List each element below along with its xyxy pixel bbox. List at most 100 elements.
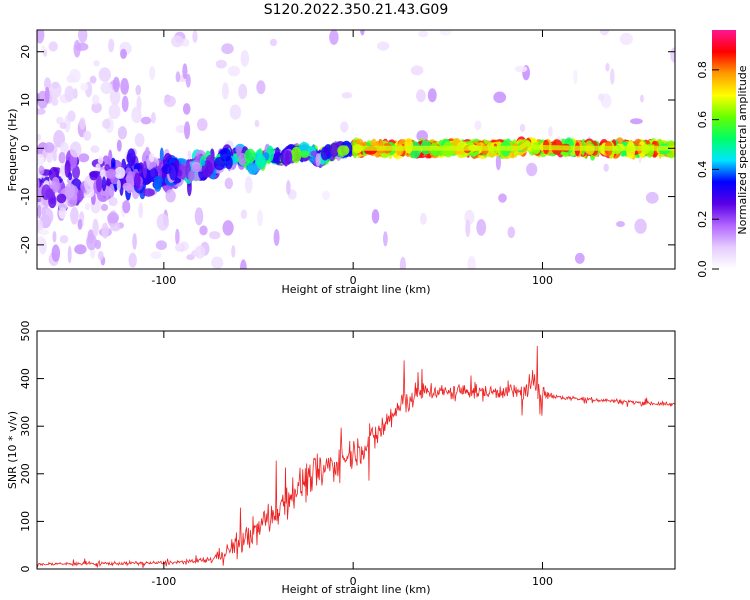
heatmap-cell	[142, 161, 148, 179]
spectrogram-ylabel: Frequency (Hz)	[6, 109, 19, 192]
heatmap-cell	[299, 150, 310, 158]
heatmap-cell	[209, 231, 221, 240]
heatmap-cell	[194, 207, 204, 226]
x-tick-label: 100	[532, 274, 553, 287]
x-tick-label: -100	[151, 575, 176, 588]
heatmap-cell	[465, 219, 471, 238]
heatmap-cell	[132, 233, 137, 250]
colorbar-tick-label: 0.6	[696, 111, 709, 129]
heatmap-cell	[37, 30, 45, 44]
heatmap-cell	[70, 206, 79, 225]
heatmap-cell	[377, 41, 390, 51]
heatmap-cell	[526, 162, 538, 177]
heatmap-cell	[159, 147, 164, 163]
heatmap-cell	[194, 245, 206, 259]
heatmap-cell	[51, 244, 61, 262]
heatmap-cell	[244, 148, 256, 164]
heatmap-cell	[670, 47, 675, 63]
colorbar-gradient	[712, 30, 736, 269]
spectrogram-xlabel: Height of straight line (km)	[281, 283, 430, 296]
heatmap-cell	[315, 153, 321, 167]
heatmap-cell	[108, 38, 115, 53]
colorbar-tick-label: 0.8	[696, 61, 709, 79]
heatmap-cell	[111, 157, 116, 168]
y-tick-label: 300	[19, 416, 32, 437]
heatmap-cell	[41, 207, 54, 225]
y-tick-label: 20	[19, 45, 32, 59]
heatmap-cell	[191, 163, 202, 173]
heatmap-cell	[256, 154, 266, 170]
heatmap-cell	[410, 65, 424, 76]
heatmap-cell	[188, 170, 195, 182]
heatmap-cell	[68, 172, 73, 181]
heatmap-cell	[75, 42, 89, 51]
heatmap-cell	[231, 245, 236, 258]
heatmap-cell	[100, 81, 113, 94]
heatmap-cell	[131, 106, 142, 124]
y-tick-label: 500	[19, 321, 32, 342]
heatmap-cell	[322, 190, 330, 200]
heatmap-cell	[108, 103, 121, 120]
heatmap-cell	[66, 74, 76, 83]
heatmap-cell	[229, 104, 242, 120]
heatmap-cell	[121, 95, 129, 113]
heatmap-cell	[175, 71, 181, 83]
figure-title: S120.2022.350.21.43.G09	[264, 2, 449, 18]
heatmap-cell	[138, 202, 143, 219]
heatmap-cell	[616, 221, 625, 228]
heatmap-cell	[43, 49, 48, 57]
heatmap-cell	[109, 222, 121, 232]
y-tick-label: 400	[19, 368, 32, 389]
heatmap-cell	[598, 93, 605, 102]
heatmap-cell	[574, 252, 585, 264]
heatmap-cell	[49, 197, 56, 205]
snr-xlabel: Height of straight line (km)	[281, 583, 430, 596]
heatmap-cell	[101, 222, 109, 239]
heatmap-cell	[97, 251, 104, 261]
heatmap-cell	[416, 89, 426, 103]
heatmap-cell	[227, 65, 240, 77]
heatmap-cell	[284, 150, 293, 164]
heatmap-cell	[153, 176, 163, 184]
heatmap-cell	[133, 172, 141, 190]
heatmap-cell	[90, 247, 96, 259]
heatmap-cell	[221, 43, 234, 55]
heatmap-cell	[142, 188, 155, 197]
heatmap-cell	[117, 126, 127, 140]
heatmap-cell	[273, 229, 280, 246]
heatmap-cell	[86, 233, 97, 251]
heatmap-cell	[320, 146, 330, 161]
heatmap-cell	[168, 163, 178, 181]
heatmap-cell	[610, 68, 615, 85]
heatmap-cell	[222, 220, 234, 236]
heatmap-cell	[102, 118, 111, 129]
heatmap-cell	[89, 171, 98, 181]
heatmap-cell	[93, 60, 100, 67]
heatmap-cell	[116, 179, 121, 191]
heatmap-cell	[383, 231, 388, 247]
heatmap-cell	[548, 126, 553, 138]
heatmap-cell	[155, 240, 167, 251]
heatmap-cell	[107, 212, 119, 224]
heatmap-cell	[399, 256, 406, 269]
heatmap-cell	[340, 121, 349, 133]
heatmap-cell	[291, 146, 302, 163]
heatmap-cell	[135, 84, 142, 96]
heatmap-cell	[37, 134, 42, 141]
heatmap-cell	[599, 30, 610, 36]
heatmap-cell	[224, 177, 233, 189]
heatmap-cell	[37, 235, 45, 249]
heatmap-cell	[371, 209, 380, 224]
heatmap-cell	[92, 94, 100, 105]
heatmap-cell	[476, 219, 487, 236]
heatmap-cell	[98, 67, 112, 82]
heatmap-cell	[114, 166, 126, 179]
heatmap-cell	[199, 225, 208, 236]
heatmap-cell	[44, 86, 50, 104]
heatmap-cell	[59, 141, 69, 154]
heatmap-cell	[416, 130, 429, 142]
heatmap-cell	[94, 239, 102, 250]
x-tick-label: 100	[532, 575, 553, 588]
heatmap-cell	[240, 209, 248, 219]
